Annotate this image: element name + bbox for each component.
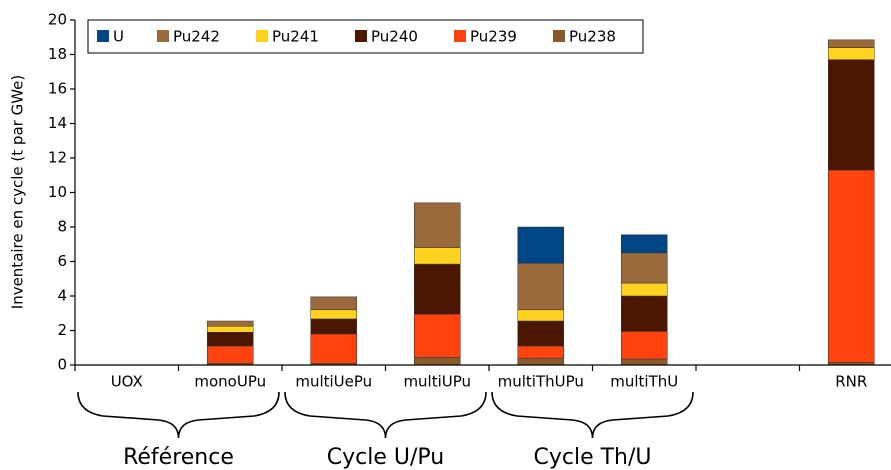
- bar-segment: [621, 282, 668, 297]
- bar-segment: [828, 59, 875, 171]
- group-label: Cycle Th/U: [533, 445, 651, 470]
- bar-segment: [621, 295, 668, 332]
- group-brace: [284, 391, 487, 439]
- bar-segment: [207, 320, 254, 327]
- group-label: Cycle U/Pu: [327, 445, 444, 470]
- x-tick-label: multiUePu: [295, 373, 372, 391]
- x-tick-label: UOX: [111, 373, 143, 391]
- bar-segment: [517, 357, 564, 366]
- bar-segment: [310, 333, 357, 364]
- legend-label: U: [113, 28, 124, 46]
- legend-swatch: [256, 30, 268, 42]
- bar-segment: [207, 345, 254, 364]
- bar-segment: [517, 309, 564, 322]
- group-brace: [491, 391, 694, 439]
- y-tick-label: 8: [57, 218, 67, 236]
- y-tick-label: 18: [48, 45, 67, 63]
- bar-segment: [621, 252, 668, 284]
- y-tick-label: 4: [57, 287, 67, 305]
- legend-swatch: [355, 30, 367, 42]
- bar-segment: [414, 313, 461, 358]
- bar-segment: [310, 318, 357, 335]
- y-tick-label: 14: [48, 114, 67, 132]
- group-label: Référence: [123, 445, 234, 470]
- bar-segment: [207, 325, 254, 333]
- x-tick-label: multiUPu: [403, 373, 471, 391]
- y-tick-label: 0: [57, 356, 67, 374]
- bar-segment: [517, 320, 564, 347]
- legend-label: Pu239: [470, 28, 517, 46]
- y-axis-label: Inventaire en cycle (t par GWe): [9, 75, 27, 309]
- bar-segment: [310, 309, 357, 320]
- legend-label: Pu240: [371, 28, 418, 46]
- bar-segment: [414, 356, 461, 366]
- y-tick-label: 2: [57, 321, 67, 339]
- bar-segment: [828, 169, 875, 363]
- bar-segment: [621, 358, 668, 366]
- y-tick-label: 16: [48, 80, 67, 98]
- legend-swatch: [157, 30, 169, 42]
- group-brace: [77, 391, 280, 439]
- bar-segment: [828, 47, 875, 60]
- legend-label: Pu242: [173, 28, 220, 46]
- bar-segment: [828, 39, 875, 48]
- legend-swatch: [97, 30, 109, 42]
- bar-segment: [517, 226, 564, 264]
- bar-segment: [207, 331, 254, 347]
- bar-segment: [414, 247, 461, 265]
- x-tick-label: multiThU: [610, 373, 678, 391]
- bar-segment: [517, 262, 564, 311]
- y-tick-label: 6: [57, 252, 67, 270]
- x-tick-label: RNR: [835, 373, 867, 391]
- y-tick-label: 20: [48, 11, 67, 29]
- legend-swatch: [553, 30, 565, 42]
- y-tick-label: 12: [48, 149, 67, 167]
- bar-segment: [310, 296, 357, 311]
- bar-segment: [414, 202, 461, 248]
- y-tick-label: 10: [48, 183, 67, 201]
- bar-segment: [517, 345, 564, 359]
- x-tick-label: monoUPu: [194, 373, 266, 391]
- legend-label: Pu241: [272, 28, 319, 46]
- bar-segment: [414, 263, 461, 315]
- bar-segment: [621, 234, 668, 254]
- legend-label: Pu238: [569, 28, 616, 46]
- legend-swatch: [454, 30, 466, 42]
- x-tick-label: multiThUPu: [498, 373, 584, 391]
- bar-segment: [621, 331, 668, 360]
